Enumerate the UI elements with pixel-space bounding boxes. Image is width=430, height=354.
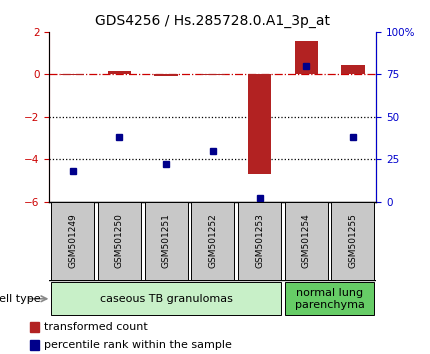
- Text: GSM501252: GSM501252: [209, 213, 217, 268]
- Text: GSM501251: GSM501251: [162, 213, 171, 268]
- Text: transformed count: transformed count: [44, 322, 148, 332]
- Text: GSM501249: GSM501249: [68, 213, 77, 268]
- Bar: [144, 202, 187, 280]
- Bar: [285, 282, 375, 315]
- Bar: [295, 41, 318, 74]
- Text: GSM501255: GSM501255: [348, 213, 357, 268]
- Bar: [30, 322, 39, 332]
- Title: GDS4256 / Hs.285728.0.A1_3p_at: GDS4256 / Hs.285728.0.A1_3p_at: [95, 14, 330, 28]
- Bar: [51, 202, 94, 280]
- Bar: [191, 202, 234, 280]
- Bar: [108, 71, 131, 74]
- Text: percentile rank within the sample: percentile rank within the sample: [44, 340, 232, 350]
- Bar: [341, 65, 365, 74]
- Text: normal lung
parenchyma: normal lung parenchyma: [295, 288, 365, 310]
- Text: GSM501250: GSM501250: [115, 213, 124, 268]
- Bar: [201, 74, 224, 75]
- Text: GSM501253: GSM501253: [255, 213, 264, 268]
- Bar: [332, 202, 375, 280]
- Text: GSM501254: GSM501254: [302, 213, 311, 268]
- Bar: [238, 202, 281, 280]
- Bar: [30, 340, 39, 350]
- Bar: [51, 282, 281, 315]
- Bar: [285, 202, 328, 280]
- Text: cell type: cell type: [0, 294, 41, 304]
- Bar: [154, 74, 178, 76]
- Bar: [248, 74, 271, 174]
- Bar: [98, 202, 141, 280]
- Bar: [61, 74, 84, 75]
- Text: caseous TB granulomas: caseous TB granulomas: [100, 294, 233, 304]
